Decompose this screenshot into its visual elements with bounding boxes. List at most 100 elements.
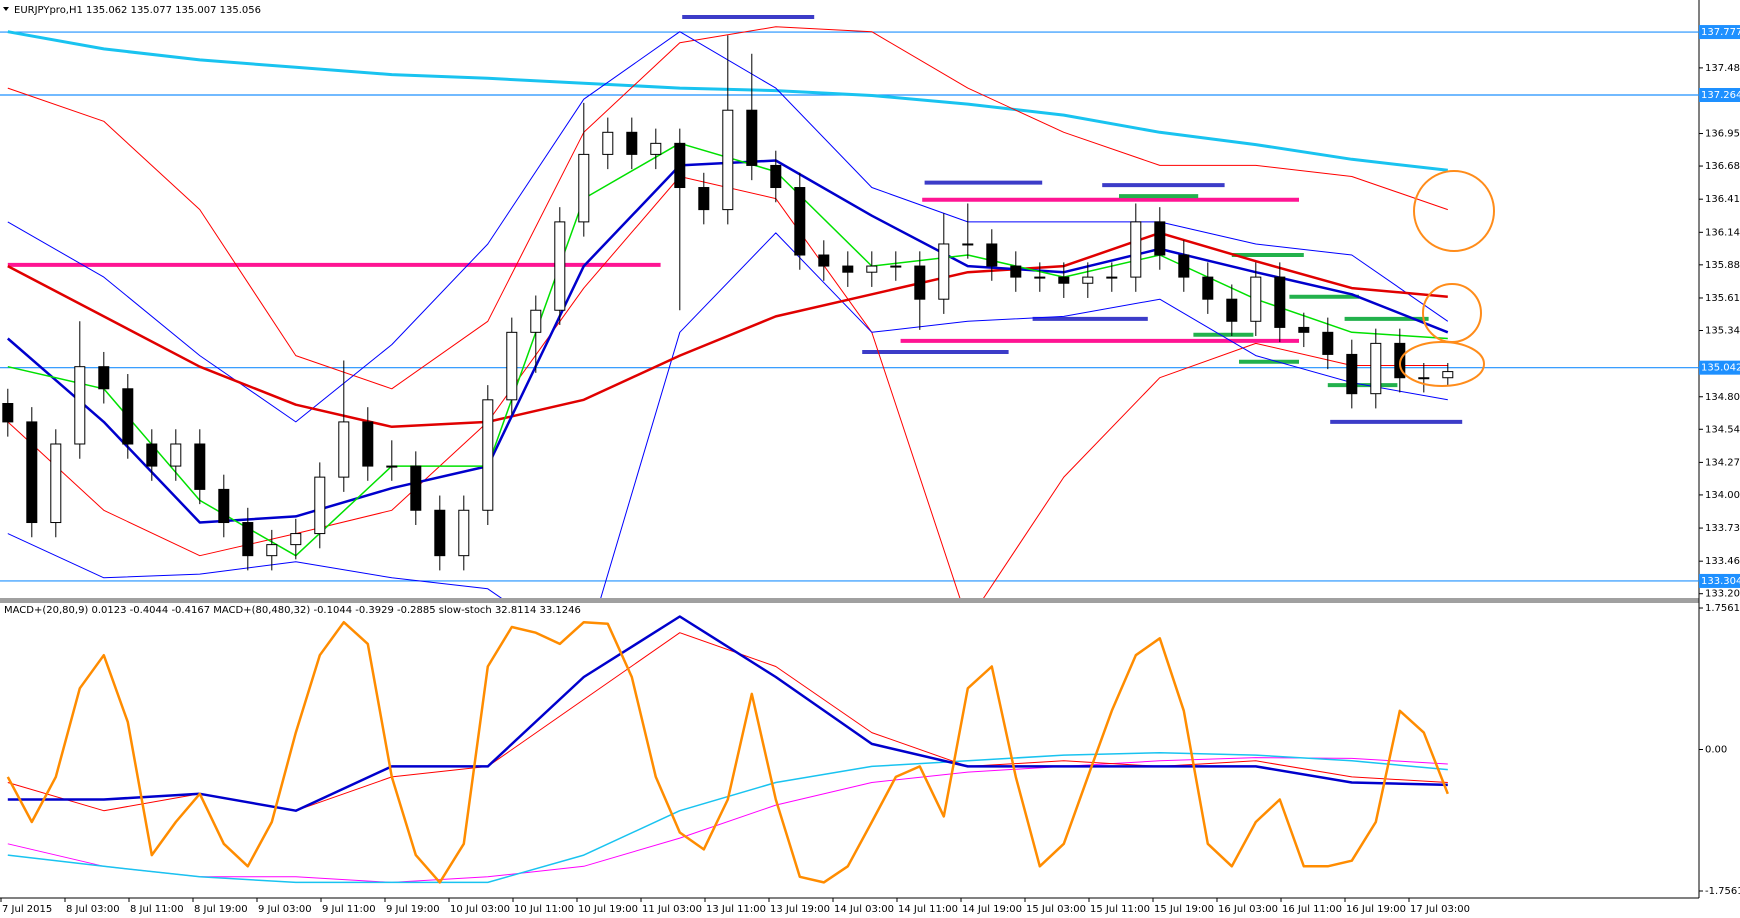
y-tick-label: 134.540 xyxy=(1705,424,1740,435)
x-tick-label: 16 Jul 11:00 xyxy=(1282,904,1342,915)
candle-body xyxy=(362,421,374,467)
candle-body xyxy=(1034,276,1046,279)
level-label: 133.304 xyxy=(1701,576,1740,587)
candle-body xyxy=(74,366,86,445)
x-tick-label: 8 Jul 03:00 xyxy=(66,904,120,915)
candle-body xyxy=(914,265,926,300)
y-tick-label: 0.00 xyxy=(1705,744,1727,755)
x-tick-label: 14 Jul 03:00 xyxy=(834,904,894,915)
candle-body xyxy=(122,388,134,445)
candle-body xyxy=(194,443,206,490)
price-pane xyxy=(0,14,1699,598)
x-tick-label: 15 Jul 11:00 xyxy=(1090,904,1150,915)
x-tick-label: 15 Jul 03:00 xyxy=(1026,904,1086,915)
candle-body xyxy=(1106,276,1118,279)
indicator-pane xyxy=(6,615,1449,884)
level-label-box xyxy=(1699,25,1740,40)
axes: 137.485 136.950 136.685 136.415 136.145 135.8… xyxy=(0,25,1740,915)
candle-body xyxy=(266,544,278,557)
candle-body xyxy=(746,109,758,166)
indicator-line xyxy=(7,757,1448,883)
candle-body xyxy=(1322,331,1334,355)
x-tick-label: 9 Jul 11:00 xyxy=(322,904,376,915)
y-tick-label: 136.950 xyxy=(1705,129,1740,140)
annotations xyxy=(1399,170,1495,387)
candle-body xyxy=(866,265,878,273)
candle-body xyxy=(1274,276,1286,328)
x-tick-label: 9 Jul 19:00 xyxy=(386,904,440,915)
y-tick-label: 1.7561 xyxy=(1705,603,1740,614)
indicator-title: MACD+(20,80,9) 0.0123 -0.4044 -0.4167 MA… xyxy=(4,605,581,616)
candle-body xyxy=(650,142,662,155)
x-tick-label: 13 Jul 19:00 xyxy=(770,904,830,915)
level-label: 135.042 xyxy=(1701,363,1740,374)
x-tick-label: 13 Jul 11:00 xyxy=(706,904,766,915)
x-tick-label: 11 Jul 03:00 xyxy=(642,904,702,915)
y-tick-label: 135.345 xyxy=(1705,325,1740,336)
candle-body xyxy=(1082,276,1094,284)
candle-body xyxy=(386,465,398,468)
candle-body xyxy=(1178,254,1190,278)
chart-title: EURJPYpro,H1 135.062 135.077 135.007 135… xyxy=(14,5,261,16)
candle-body xyxy=(506,331,518,401)
y-tick-label: 133.200 xyxy=(1705,589,1740,600)
candle-body xyxy=(410,465,422,511)
candle-body xyxy=(938,243,950,300)
y-tick-label: -1.7561 xyxy=(1705,886,1740,897)
candle-body xyxy=(146,443,158,467)
candle-body xyxy=(98,366,110,390)
candle-body xyxy=(1202,276,1214,300)
candle-body xyxy=(890,265,902,268)
x-tick-label: 7 Jul 2015 xyxy=(2,904,52,915)
x-tick-label: 10 Jul 19:00 xyxy=(578,904,638,915)
candle-body xyxy=(698,187,710,211)
x-tick-label: 9 Jul 03:00 xyxy=(258,904,312,915)
candle-body xyxy=(1130,221,1142,278)
y-tick-label: 136.145 xyxy=(1705,227,1740,238)
x-tick-label: 14 Jul 19:00 xyxy=(962,904,1022,915)
y-tick-label: 137.485 xyxy=(1705,63,1740,74)
candle-body xyxy=(986,243,998,267)
candle-body xyxy=(1058,276,1070,284)
candle-body xyxy=(1298,326,1310,333)
candle-body xyxy=(1154,221,1166,256)
y-tick-label: 135.610 xyxy=(1705,293,1740,304)
candle-body xyxy=(434,509,446,557)
x-tick-label: 17 Jul 03:00 xyxy=(1410,904,1470,915)
candle-body xyxy=(242,522,254,557)
candle-body xyxy=(578,153,590,223)
level-label-box xyxy=(1699,573,1740,588)
x-tick-label: 10 Jul 11:00 xyxy=(514,904,574,915)
candle-body xyxy=(602,131,614,155)
indicator-line xyxy=(7,615,1448,812)
candle-body xyxy=(50,443,62,524)
candle-body xyxy=(458,509,470,557)
y-tick-label: 133.465 xyxy=(1705,556,1740,567)
candle-body xyxy=(338,421,350,478)
candle-body xyxy=(290,533,302,546)
annotation-circle xyxy=(1399,341,1485,387)
candle-body xyxy=(314,476,326,535)
candle-body xyxy=(1250,276,1262,322)
indicator-line xyxy=(7,26,1448,390)
x-tick-label: 16 Jul 03:00 xyxy=(1218,904,1278,915)
pane-separator xyxy=(0,598,1699,603)
candle-body xyxy=(1346,353,1358,395)
candle-body xyxy=(818,254,830,267)
candle-body xyxy=(962,243,974,246)
candle-body xyxy=(1370,342,1382,395)
level-label: 137.264 xyxy=(1701,90,1740,101)
candle-body xyxy=(1010,265,1022,278)
y-tick-label: 134.270 xyxy=(1705,457,1740,468)
y-tick-label: 136.685 xyxy=(1705,161,1740,172)
candle-body xyxy=(2,402,14,423)
level-label-box xyxy=(1699,87,1740,102)
annotation-circle xyxy=(1413,170,1495,252)
y-tick-label: 133.735 xyxy=(1705,523,1740,534)
stochastic-line xyxy=(6,620,1449,884)
y-tick-label: 136.415 xyxy=(1705,194,1740,205)
candle-body xyxy=(722,109,734,211)
x-tick-label: 16 Jul 19:00 xyxy=(1346,904,1406,915)
y-tick-label: 134.805 xyxy=(1705,392,1740,403)
